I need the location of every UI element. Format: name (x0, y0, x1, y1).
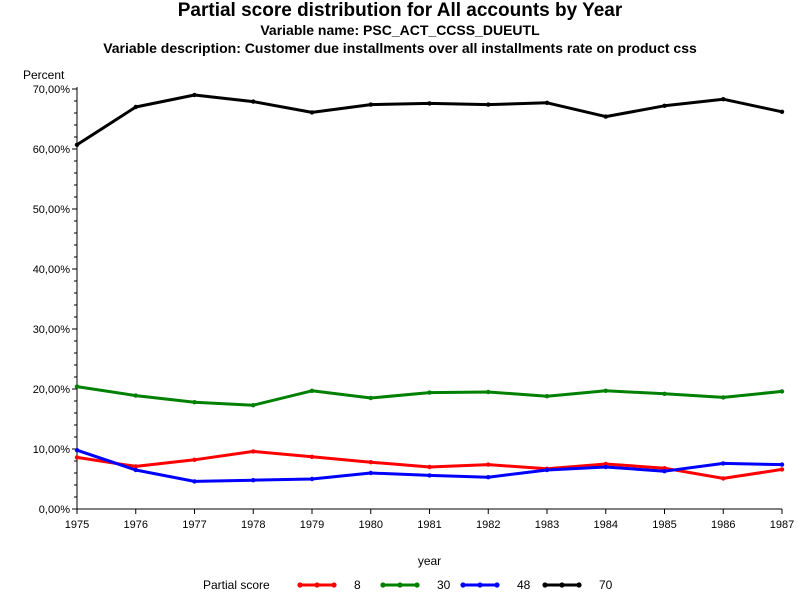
x-tick-label: 1982 (476, 519, 500, 531)
data-point (427, 390, 432, 395)
series-30 (74, 384, 785, 408)
legend-label: 30 (437, 578, 451, 592)
data-point (309, 110, 315, 115)
legend-title: Partial score (203, 578, 270, 592)
x-tick-label: 1976 (124, 519, 148, 531)
data-point (603, 388, 608, 393)
data-point (721, 97, 726, 102)
x-tick-label: 1975 (65, 519, 89, 531)
data-point (486, 475, 491, 480)
data-point (544, 467, 550, 473)
data-point (544, 394, 550, 399)
data-point (133, 393, 138, 398)
y-tick-label: 10,00% (33, 444, 71, 456)
data-point (368, 395, 373, 401)
data-point (251, 449, 256, 454)
data-point (309, 388, 315, 393)
y-tick-label: 20,00% (33, 384, 71, 396)
data-point (251, 99, 256, 104)
data-point (721, 476, 726, 481)
data-point (721, 461, 726, 466)
x-tick-label: 1981 (417, 519, 441, 531)
x-tick-label: 1980 (359, 519, 383, 531)
series-8 (74, 449, 785, 481)
data-point (192, 457, 197, 462)
data-point (368, 460, 373, 465)
data-point (486, 389, 491, 395)
legend-swatch-marker (314, 582, 320, 588)
data-point (74, 455, 80, 460)
data-point (603, 464, 608, 470)
data-point (251, 478, 256, 483)
x-tick-label: 1987 (770, 519, 794, 531)
legend-swatch-marker (397, 582, 403, 588)
data-point (779, 462, 785, 467)
data-point (662, 469, 667, 474)
data-point (192, 400, 197, 405)
legend-label: 8 (354, 578, 361, 592)
data-point (133, 464, 138, 469)
data-point (74, 142, 80, 147)
legend-swatch-marker (559, 582, 565, 588)
legend-swatch-marker (380, 582, 386, 588)
data-point (368, 102, 373, 107)
legend-label: 48 (517, 578, 531, 592)
y-tick-label: 70,00% (33, 84, 71, 96)
data-point (486, 462, 491, 467)
data-point (779, 109, 785, 115)
data-point (603, 114, 608, 119)
data-point (74, 448, 80, 453)
legend-swatch-marker (576, 582, 582, 588)
data-point (427, 101, 432, 106)
data-point (486, 102, 491, 107)
y-tick-label: 0,00% (39, 504, 70, 516)
x-axis-label: year (418, 554, 441, 568)
legend-swatch-marker (414, 582, 420, 588)
data-point (779, 389, 785, 394)
y-tick-label: 60,00% (33, 144, 71, 156)
data-point (662, 103, 667, 109)
x-tick-label: 1978 (241, 519, 265, 531)
x-tick-label: 1977 (182, 519, 206, 531)
x-tick-label: 1986 (711, 519, 735, 531)
data-point (427, 473, 432, 478)
legend-swatch-marker (460, 582, 466, 588)
y-axis-label: Percent (23, 68, 65, 82)
series-48 (74, 448, 785, 484)
data-point (133, 104, 138, 110)
legend-swatch-marker (494, 582, 500, 588)
chart-title: Partial score distribution for All accou… (177, 0, 623, 21)
data-point (309, 454, 315, 459)
data-point (779, 467, 785, 472)
chart-subtitle: Variable name: PSC_ACT_CCSS_DUEUTL (260, 22, 540, 38)
x-tick-label: 1985 (652, 519, 676, 531)
x-tick-label: 1984 (594, 519, 618, 531)
chart-description: Variable description: Customer due insta… (103, 40, 697, 56)
data-point (251, 403, 256, 408)
legend-swatch-marker (542, 582, 548, 588)
y-tick-label: 40,00% (33, 264, 71, 276)
series-70 (74, 92, 785, 147)
data-point (662, 391, 667, 396)
data-point (427, 464, 432, 470)
data-point (192, 479, 197, 484)
y-tick-label: 50,00% (33, 204, 71, 216)
x-tick-label: 1983 (535, 519, 559, 531)
y-tick-label: 30,00% (33, 324, 71, 336)
data-point (309, 476, 315, 482)
data-point (721, 395, 726, 400)
legend-swatch-marker (477, 582, 483, 588)
x-tick-label: 1979 (300, 519, 324, 531)
data-point (192, 92, 197, 98)
legend-swatch-marker (331, 582, 337, 588)
data-point (74, 384, 80, 389)
data-point (133, 467, 138, 473)
legend-label: 70 (599, 578, 613, 592)
data-point (544, 100, 550, 106)
series-line-30 (76, 385, 783, 407)
data-point (368, 470, 373, 476)
legend-swatch-marker (297, 582, 303, 588)
